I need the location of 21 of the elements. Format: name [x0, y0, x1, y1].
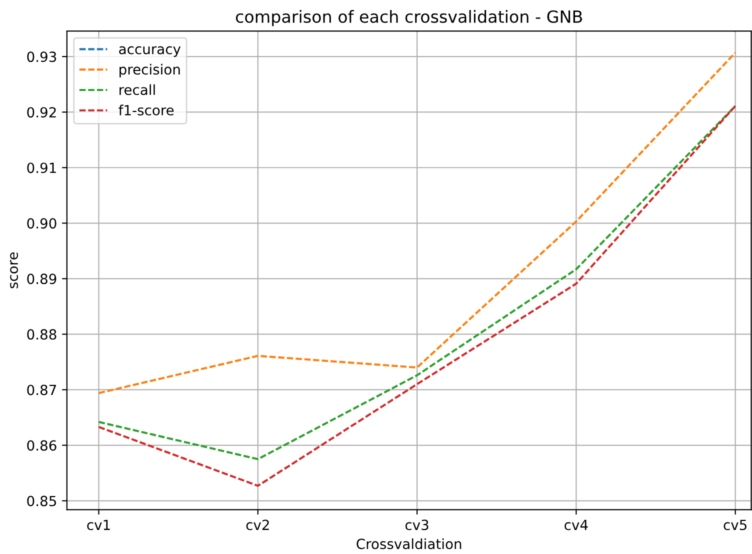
x-tick-label: cv3 — [405, 520, 428, 530]
chart-title: comparison of each crossvalidation - GNB — [236, 10, 582, 26]
y-tick-label: 0.88 — [27, 329, 56, 340]
y-tick-label: 0.92 — [27, 107, 56, 118]
x-axis-title: Crossvaldiation — [356, 538, 462, 550]
y-tick-label: 0.93 — [27, 52, 56, 62]
y-tick-label: 0.89 — [27, 274, 56, 284]
y-tick-label: 0.85 — [27, 496, 56, 506]
y-tick-label: 0.90 — [27, 218, 56, 229]
legend-label: f1-score — [118, 104, 174, 116]
legend-label: precision — [120, 64, 180, 78]
x-tick-label: cv1 — [87, 520, 110, 530]
x-tick-label: cv2 — [246, 520, 269, 530]
x-tick-label: cv4 — [564, 520, 588, 530]
legend-label: recall — [120, 84, 155, 96]
legend-label: accuracy — [119, 46, 181, 57]
x-tick-label: cv5 — [724, 520, 746, 530]
y-tick-label: 0.87 — [27, 384, 56, 396]
y-tick-label: 0.91 — [27, 162, 56, 174]
y-tick-label: 0.86 — [27, 440, 56, 451]
y-axis-title: score — [10, 252, 18, 288]
